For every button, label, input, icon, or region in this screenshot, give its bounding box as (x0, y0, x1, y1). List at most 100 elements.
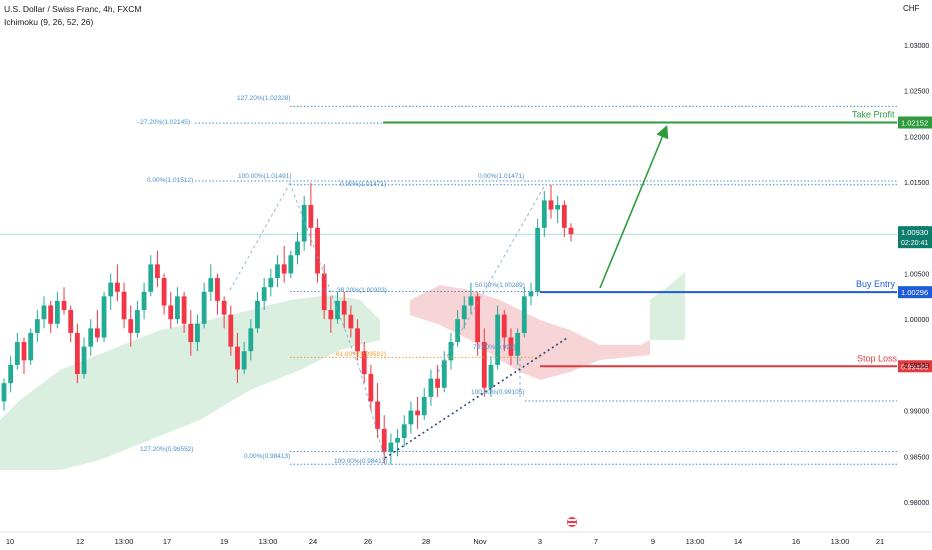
candle-body (395, 438, 400, 443)
candle-body (561, 204, 567, 228)
x-axis-tick: 3 (538, 537, 542, 546)
candle-body (528, 291, 534, 297)
level-label-take-profit: Take Profit (852, 110, 895, 120)
candle-body (548, 200, 554, 210)
x-axis-tick: 13:00 (259, 537, 278, 546)
candle-body (168, 305, 174, 320)
fib-trend-line (229, 182, 291, 291)
candle-body (34, 319, 40, 333)
candle-body (74, 332, 80, 375)
fib-label: 0.00%(1.01471) (340, 181, 386, 188)
fib-label: 0.00%(1.01471) (478, 173, 524, 180)
candle-body (14, 342, 20, 365)
candle-body (441, 360, 447, 388)
candle-body (108, 282, 114, 297)
indicator-label[interactable]: Ichimoku (9, 26, 52, 26) (4, 17, 94, 27)
candle-body (28, 332, 34, 361)
ichimoku-cloud-bearish (410, 285, 650, 380)
candle-body (515, 332, 521, 356)
candle-body (521, 296, 527, 333)
current-price-label: 1.00930 (901, 228, 928, 237)
candle-body (508, 337, 514, 356)
flag-stripe (568, 523, 576, 525)
currency-label: CHF (903, 4, 920, 13)
economic-event-flag-icon[interactable] (567, 517, 577, 527)
candle-body (308, 204, 314, 228)
x-axis-tick: 10 (6, 537, 14, 546)
candle-body (541, 200, 547, 228)
candle-body (101, 296, 107, 338)
candle-body (54, 300, 60, 324)
candle-body (21, 342, 27, 361)
candle-body (321, 273, 327, 311)
countdown-label: 02:20:41 (901, 240, 928, 247)
candle-body (475, 296, 481, 343)
candle-body (188, 323, 194, 343)
candle-body (568, 227, 574, 235)
candle-body (415, 410, 420, 416)
candle-body (68, 310, 74, 333)
x-axis-tick: 16 (792, 537, 800, 546)
level-price-label: 1.00296 (901, 288, 928, 297)
candle-body (295, 241, 300, 256)
candle-body (381, 428, 387, 452)
candle-body (88, 328, 94, 347)
candle-body (408, 410, 414, 425)
candle-body (388, 442, 394, 452)
x-axis-tick: 12 (76, 537, 84, 546)
y-axis-tick: 1.00000 (904, 317, 929, 324)
chart-title: U.S. Dollar / Swiss Franc, 4h, FXCM (4, 4, 142, 14)
x-axis-tick: Nov (473, 537, 487, 546)
candle-body (401, 424, 407, 439)
candle-body (48, 305, 54, 324)
flag-stripe (568, 519, 576, 521)
candle-body (468, 296, 474, 306)
level-price-badge (898, 286, 932, 299)
x-axis-tick: 13:00 (686, 537, 705, 546)
candle-body (268, 278, 274, 288)
candle-body (94, 328, 100, 338)
candle-body (455, 319, 460, 343)
y-axis-tick: 0.98500 (904, 454, 929, 461)
candle-body (481, 342, 487, 388)
candle-body (241, 351, 247, 370)
x-axis-tick: 26 (364, 537, 372, 546)
fib-label: -27.20%(1.02145) (138, 119, 190, 126)
candle-body (535, 227, 541, 292)
x-axis-tick: 13:00 (115, 537, 134, 546)
candle-body (461, 305, 467, 320)
candle-body (421, 396, 427, 416)
y-axis-tick: 1.02000 (904, 134, 929, 141)
y-axis-tick: 1.01500 (904, 180, 929, 187)
candle-body (428, 378, 434, 397)
x-axis-tick: 21 (876, 537, 884, 546)
candle-body (335, 300, 340, 320)
candle-body (201, 291, 207, 324)
candle-body (1, 383, 7, 402)
candle-body (228, 314, 234, 347)
candle-body (81, 346, 87, 375)
current-price-badge (898, 226, 932, 249)
x-axis-tick: 14 (734, 537, 742, 546)
level-price-label: 1.02152 (901, 119, 928, 128)
ichimoku-cloud-bullish (0, 295, 380, 470)
candle-body (435, 378, 440, 388)
candle-body (115, 282, 120, 292)
candle-body (255, 300, 260, 329)
candle-body (555, 204, 561, 210)
candle-body (121, 291, 127, 320)
candle-body (61, 300, 67, 311)
y-axis-tick: 0.98000 (904, 500, 929, 507)
candle-body (215, 278, 220, 301)
candle-body (195, 323, 200, 343)
y-axis-tick: 0.99000 (904, 409, 929, 416)
fib-label: 0.00%(1.01512) (147, 177, 193, 184)
x-axis-tick: 19 (220, 537, 228, 546)
fib-label: 78.60%(0.996) (473, 344, 516, 351)
level-price-label: 0.99485 (901, 362, 928, 371)
candle-body (328, 310, 334, 320)
candle-body (375, 401, 380, 429)
candle-body (495, 314, 501, 365)
candle-body (288, 255, 294, 274)
